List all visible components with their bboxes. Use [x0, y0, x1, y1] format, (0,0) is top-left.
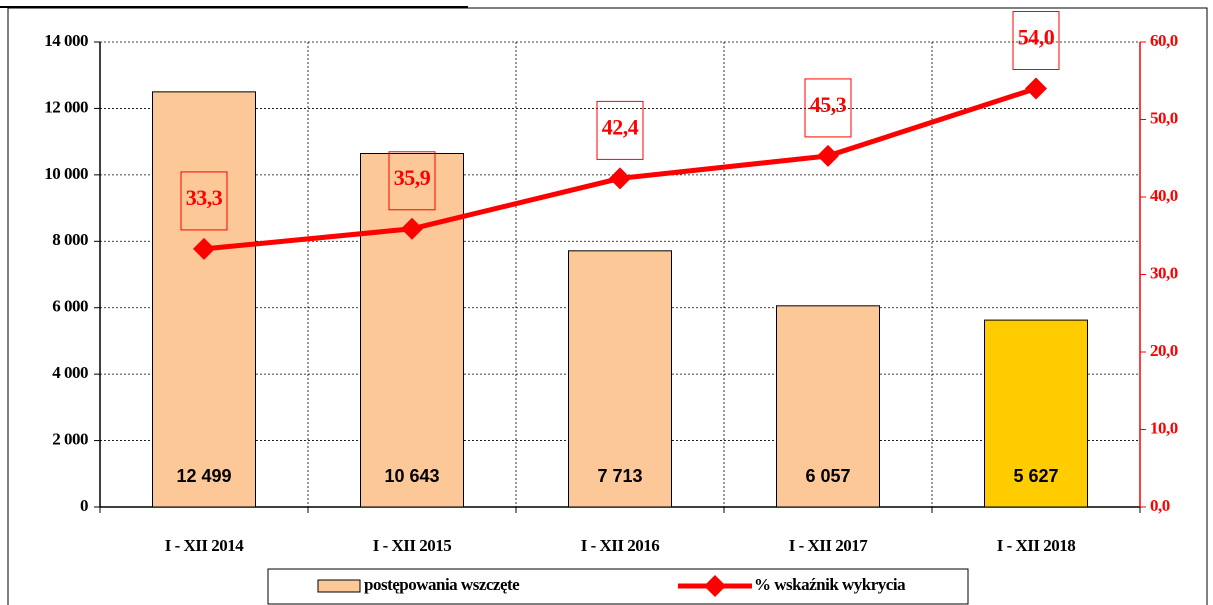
chart-frame: [7, 7, 1208, 605]
x-tick-label: I - XII 2016: [581, 536, 660, 555]
line-marker: [193, 237, 215, 260]
line-value-label: 33,3: [186, 185, 223, 210]
legend-box: [267, 568, 969, 605]
bar-value-label: 12 499: [176, 466, 231, 486]
y2-tick-label: 40,0: [1150, 186, 1178, 205]
y-tick-label: 8 000: [52, 230, 88, 249]
line-value-label: 42,4: [602, 114, 639, 139]
bar-value-label: 5 627: [1013, 466, 1058, 486]
bar-value-label: 6 057: [805, 466, 850, 486]
bar: [776, 305, 880, 508]
line-marker: [817, 144, 839, 167]
y-tick-label: 14 000: [44, 31, 88, 50]
value-label-box: [180, 171, 228, 231]
y-tick-label: 6 000: [52, 297, 88, 316]
y-tick-label: 12 000: [44, 97, 88, 116]
line-marker: [1025, 77, 1047, 100]
y2-tick-label: 50,0: [1150, 108, 1178, 127]
line-marker: [401, 217, 423, 240]
bar-value-label: 10 643: [384, 466, 439, 486]
legend-label: postępowania wszczęte: [364, 575, 520, 594]
y-tick-label: 4 000: [52, 363, 88, 382]
x-tick-label: I - XII 2018: [997, 536, 1076, 555]
bar: [568, 250, 672, 508]
legend-swatch-marker: [704, 575, 726, 597]
legend-label: % wskaźnik wykrycia: [754, 575, 906, 594]
x-tick-label: I - XII 2014: [165, 536, 245, 555]
bar-value-label: 7 713: [597, 466, 642, 486]
line-value-label: 35,9: [394, 165, 431, 190]
line-value-label: 54,0: [1018, 25, 1055, 50]
y2-tick-label: 60,0: [1150, 31, 1178, 50]
bar: [152, 91, 256, 508]
y2-tick-label: 20,0: [1150, 341, 1178, 360]
value-label-box: [388, 151, 436, 211]
y2-tick-label: 0,0: [1150, 496, 1170, 515]
y2-tick-label: 10,0: [1150, 418, 1178, 437]
bar: [984, 319, 1088, 508]
line-marker: [609, 167, 631, 190]
y-tick-label: 10 000: [44, 164, 88, 183]
x-tick-label: I - XII 2015: [373, 536, 452, 555]
value-label-box: [596, 100, 644, 160]
bar: [360, 153, 464, 508]
x-tick-label: I - XII 2017: [789, 536, 869, 555]
line-value-label: 45,3: [810, 92, 847, 117]
value-label-box: [1012, 11, 1060, 70]
y2-tick-label: 30,0: [1150, 263, 1178, 282]
legend-swatch: [317, 579, 361, 593]
y-tick-label: 0: [80, 496, 88, 515]
value-label-box: [804, 78, 852, 138]
y-tick-label: 2 000: [52, 429, 88, 448]
